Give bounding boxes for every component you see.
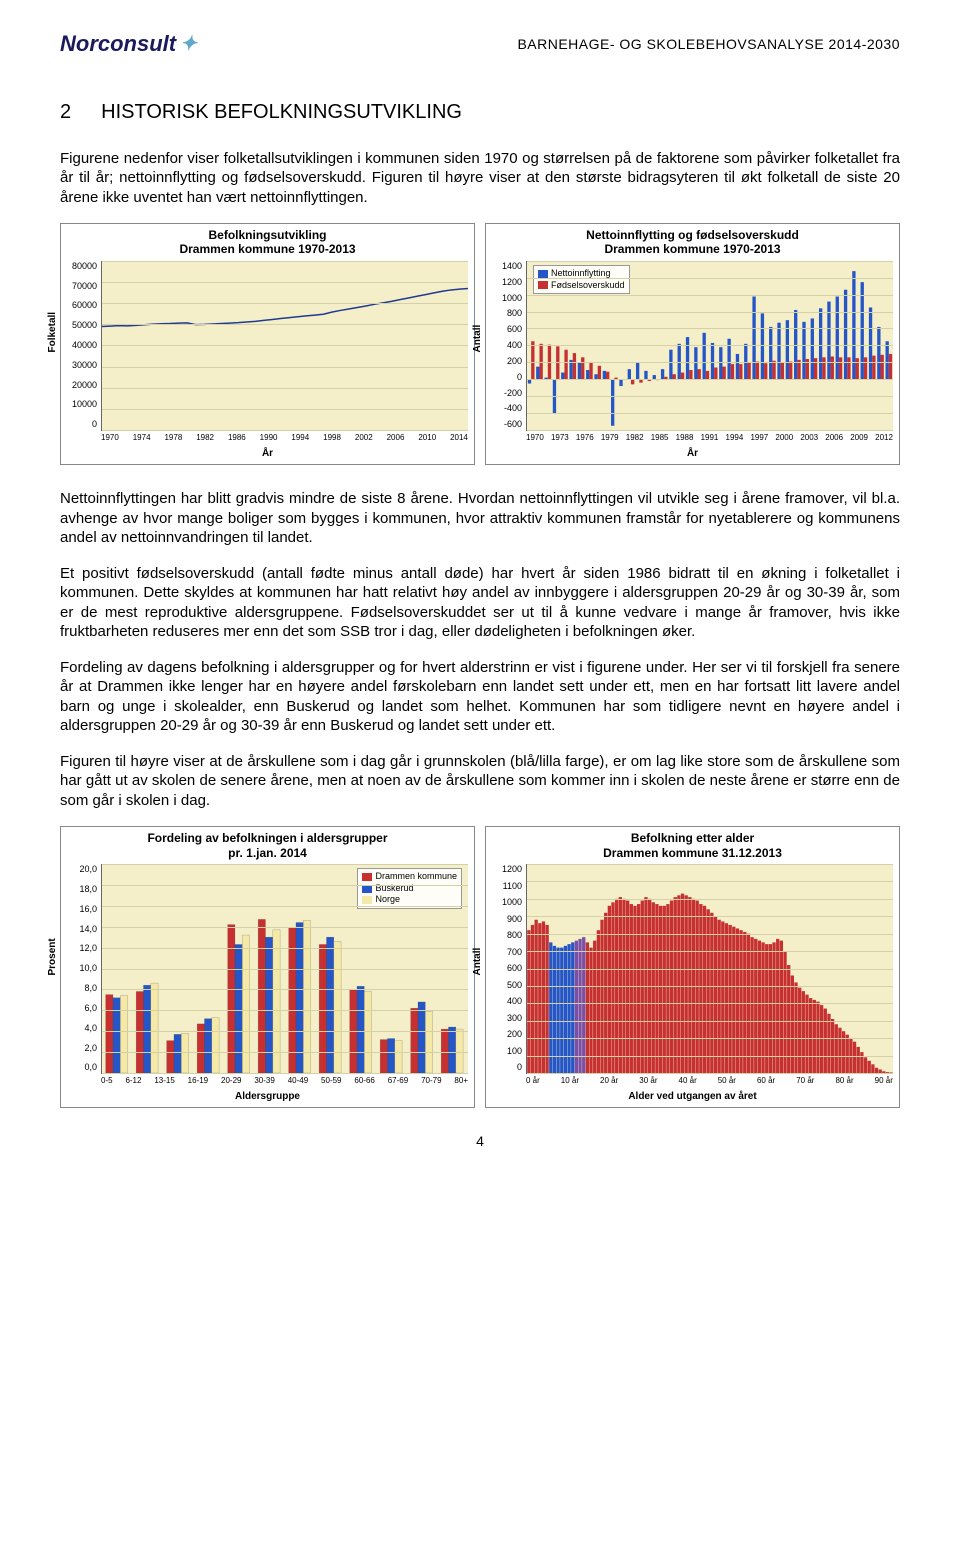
chart-age-groups: Fordeling av befolkningen i aldersgruppe…: [60, 826, 475, 1108]
chart4-yaxis: 1200110010009008007006005004003002001000: [492, 864, 526, 1074]
paragraph-5: Figuren til høyre viser at de årskullene…: [60, 752, 900, 811]
chart-population-dev: BefolkningsutviklingDrammen kommune 1970…: [60, 223, 475, 465]
paragraph-4: Fordeling av dagens befolkning i aldersg…: [60, 658, 900, 736]
paragraph-1: Figurene nedenfor viser folketallsutvikl…: [60, 149, 900, 208]
page-number: 4: [60, 1132, 900, 1150]
chart4-ylabel: Antall: [471, 948, 484, 976]
chart1-xaxis: 1970197419781982198619901994199820022006…: [101, 433, 468, 443]
chart4-title: Befolkning etter alderDrammen kommune 31…: [492, 831, 893, 860]
doc-title: BARNEHAGE- OG SKOLEBEHOVSANALYSE 2014-20…: [517, 35, 900, 53]
chart1-ylabel: Folketall: [46, 312, 59, 353]
paragraph-3: Et positivt fødselsoverskudd (antall fød…: [60, 564, 900, 642]
section-number: 2: [60, 99, 71, 125]
chart-netto-fodsel: Nettoinnflytting og fødselsoverskuddDram…: [485, 223, 900, 465]
chart2-xlabel: År: [492, 447, 893, 460]
chart2-ylabel: Antall: [471, 325, 484, 353]
chart4-xlabel: Alder ved utgangen av året: [492, 1090, 893, 1103]
chart2-yaxis: 1400120010008006004002000-200-400-600: [492, 261, 526, 431]
chart1-title: BefolkningsutviklingDrammen kommune 1970…: [67, 228, 468, 257]
section-title-text: HISTORISK BEFOLKNINGSUTVIKLING: [101, 99, 462, 125]
chart-row-2: Fordeling av befolkningen i aldersgruppe…: [60, 826, 900, 1108]
chart4-plot: [526, 864, 893, 1074]
chart3-ylabel: Prosent: [46, 938, 59, 975]
chart3-xlabel: Aldersgruppe: [67, 1090, 468, 1103]
chart2-plot: NettoinnflyttingFødselsoverskudd: [526, 261, 893, 431]
chart3-title: Fordeling av befolkningen i aldersgruppe…: [67, 831, 468, 860]
chart2-title: Nettoinnflytting og fødselsoverskuddDram…: [492, 228, 893, 257]
chart3-xaxis: 0-56-1213-1516-1920-2930-3940-4950-5960-…: [101, 1076, 468, 1086]
section-heading: 2 HISTORISK BEFOLKNINGSUTVIKLING: [60, 99, 900, 125]
logo-text: Norconsult: [60, 30, 176, 59]
paragraph-2: Nettoinnflyttingen har blitt gradvis min…: [60, 489, 900, 548]
chart2-xaxis: 1970197319761979198219851988199119941997…: [526, 433, 893, 443]
page-header: Norconsult ✦ BARNEHAGE- OG SKOLEBEHOVSAN…: [60, 30, 900, 59]
logo: Norconsult ✦: [60, 30, 197, 59]
chart1-plot: [101, 261, 468, 431]
chart4-xaxis: 0 år10 år20 år30 år40 år50 år60 år70 år8…: [526, 1076, 893, 1086]
chart-age-dist: Befolkning etter alderDrammen kommune 31…: [485, 826, 900, 1108]
chart3-plot: Drammen kommuneBuskerudNorge: [101, 864, 468, 1074]
chart1-yaxis: 8000070000600005000040000300002000010000…: [67, 261, 101, 431]
chart-row-1: BefolkningsutviklingDrammen kommune 1970…: [60, 223, 900, 465]
chart1-xlabel: År: [67, 447, 468, 460]
chart3-yaxis: 20,018,016,014,012,010,08,06,04,02,00,0: [67, 864, 101, 1074]
logo-mark: ✦: [180, 31, 197, 57]
